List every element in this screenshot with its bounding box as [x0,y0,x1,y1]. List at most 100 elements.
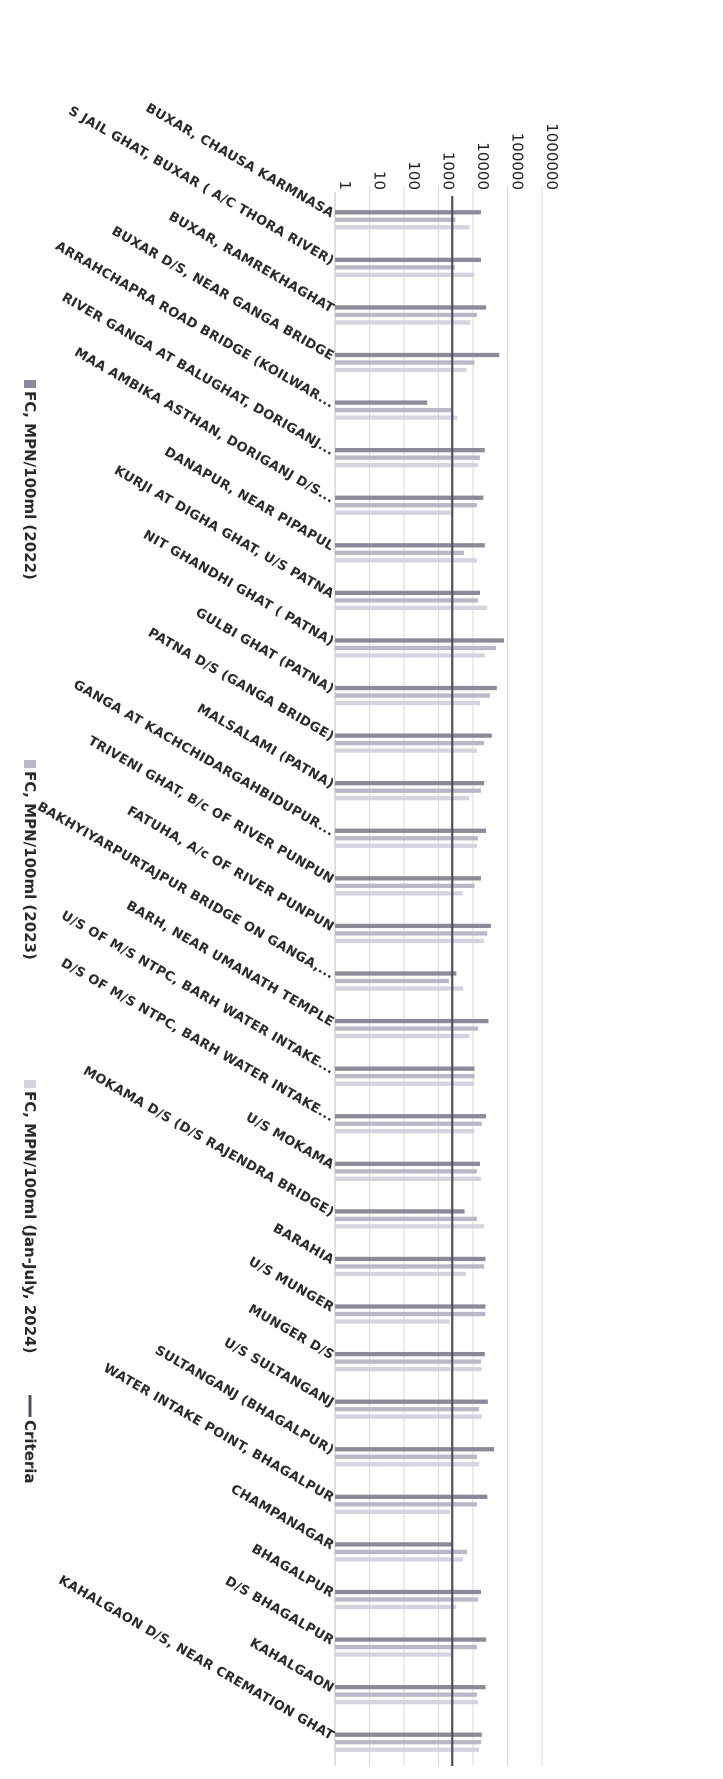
bar [335,1026,479,1031]
bar [335,272,475,278]
bar [335,781,485,786]
bar [335,700,481,706]
bar [335,503,477,508]
legend-swatch [24,1080,36,1088]
category-label: MALSALAMI (PATNA) [194,701,336,792]
bar [335,598,479,603]
bar [335,931,488,936]
tick-label: 10 [371,171,389,190]
legend-swatch [24,380,36,388]
bar [335,265,455,270]
bar [335,400,428,405]
bar [335,978,449,984]
bar [335,367,467,373]
bar [335,1129,475,1134]
bar [335,448,485,453]
bar [335,740,485,746]
legend-swatch [24,760,36,768]
bar [335,1414,482,1419]
bar [335,828,487,833]
legend-label: Criteria [21,1420,39,1484]
bar [335,685,497,691]
bar [335,510,451,515]
bar [335,1684,486,1690]
bar [335,938,485,944]
bar [335,653,485,658]
bar [335,1732,482,1737]
legend-item: Criteria [21,1395,39,1484]
bar [335,788,481,793]
bar [335,1462,480,1467]
bar [335,1216,477,1222]
tick-label: 100000 [509,133,527,190]
bar [335,550,465,555]
bar [335,1652,454,1657]
bar [335,1304,486,1309]
tick-label: 10000 [474,142,492,190]
bar [335,590,481,596]
bar [335,1081,475,1086]
bar [335,1557,464,1562]
bar [335,495,484,500]
tick-label: 1000 [440,152,458,190]
bar [335,1121,482,1126]
bar [335,210,481,215]
bar [335,1494,488,1499]
legend-label: FC, MPN/100ml (2023) [21,771,39,960]
bar [335,312,477,318]
bar [335,407,453,413]
category-label: BARAHIA [270,1221,336,1268]
bar [335,971,457,976]
bar [335,558,477,563]
legend-item: FC, MPN/100ml (2023) [21,760,39,960]
bar [335,543,485,548]
bar [335,1161,481,1166]
bar [335,1597,479,1602]
bar [335,1747,480,1752]
bar [335,1224,485,1229]
bar [335,1454,477,1459]
bar [335,1018,489,1024]
bar [335,748,477,753]
bar [335,693,490,698]
bar [335,225,470,230]
bar [335,1066,475,1071]
bar [335,463,479,468]
bar [335,836,479,841]
category-label: BUXAR, RAMREKHAGHAT [166,209,337,316]
bar [335,1366,482,1372]
bar [335,1311,486,1317]
bar [335,638,504,643]
bar [335,1637,487,1642]
bar [335,1176,481,1181]
bars [335,210,504,1752]
bar [335,1692,477,1697]
bar [335,1074,475,1079]
bar [335,986,464,991]
bar [335,1589,481,1595]
bar [335,1256,486,1262]
bar [335,883,475,888]
bar [335,217,456,222]
bar [335,1351,485,1357]
bar [335,733,492,738]
bar [335,1169,477,1174]
bar [335,305,487,310]
bar [335,1399,488,1404]
bar [335,1209,465,1214]
legend-label: FC, MPN/100ml (2022) [21,391,39,580]
bar [335,1264,485,1269]
legend-item: FC, MPN/100ml (Jan-July, 2024) [21,1080,39,1353]
bar [335,1502,477,1507]
category-label: GULBI GHAT (PATNA) [193,605,337,697]
bar [335,1407,480,1412]
bar [335,1359,481,1364]
gridlines [334,186,543,1766]
bar [335,1740,481,1745]
bar [335,455,481,460]
value-axis-ticks: 1 10 100 1000 10000 100000 1000000 [336,123,561,190]
tick-label: 100 [405,161,423,190]
bar [335,891,463,896]
